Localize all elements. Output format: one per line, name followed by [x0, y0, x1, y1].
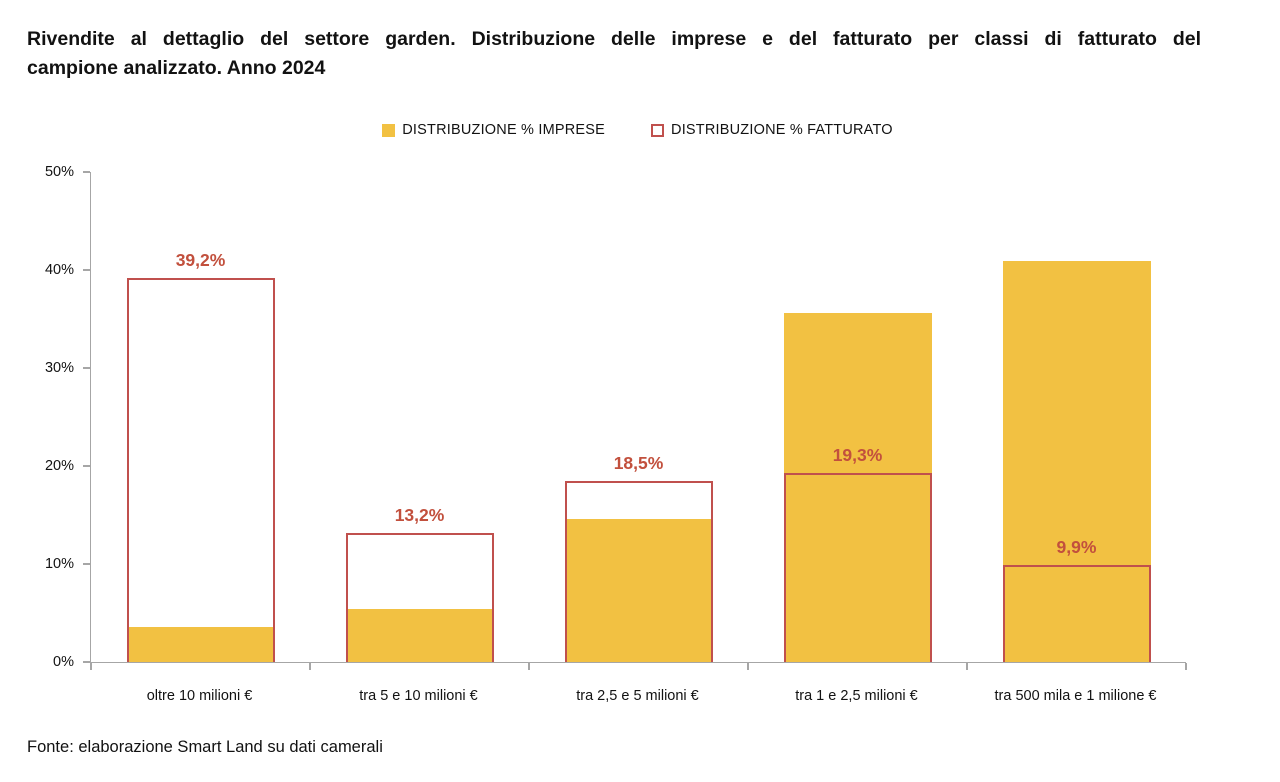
y-tick-label: 30% — [44, 360, 74, 376]
x-axis-category-labels: oltre 10 milioni € tra 5 e 10 milioni € tr… — [90, 688, 1185, 704]
y-tick-mark — [83, 367, 90, 369]
legend-item-imprese: DISTRIBUZIONE % IMPRESE — [382, 122, 605, 138]
chart-legend: DISTRIBUZIONE % IMPRESE DISTRIBUZIONE % … — [90, 122, 1185, 138]
x-category-label: tra 1 e 2,5 milioni € — [795, 688, 918, 704]
bar-value-label: 13,2% — [394, 504, 445, 525]
bar-value-label: 9,9% — [1056, 536, 1097, 557]
source-note: Fonte: elaborazione Smart Land su dati c… — [27, 738, 383, 756]
bar-value-label: 39,2% — [175, 249, 226, 270]
x-category-label: tra 5 e 10 milioni € — [359, 688, 478, 704]
bar-imprese — [345, 609, 494, 662]
plot-area: 39,2% 13,2% 18,5% 19,3% 9,9% — [90, 172, 1186, 663]
bar-fatturato — [564, 480, 713, 662]
y-tick-label: 10% — [44, 556, 74, 572]
legend-item-fatturato: DISTRIBUZIONE % FATTURATO — [651, 122, 893, 138]
bar-value-label: 18,5% — [613, 452, 664, 473]
y-tick-mark — [83, 171, 90, 173]
x-tick-mark — [309, 663, 311, 670]
x-category-label: tra 500 mila e 1 milione € — [994, 688, 1157, 704]
y-tick-label: 20% — [44, 458, 74, 474]
bar-imprese — [783, 313, 932, 662]
x-tick-mark — [1185, 663, 1187, 670]
bar-fatturato — [1002, 564, 1151, 662]
x-tick-mark — [90, 663, 92, 670]
y-tick-label: 50% — [44, 164, 74, 180]
x-category-label: oltre 10 milioni € — [146, 688, 253, 704]
y-tick-label: 40% — [44, 262, 74, 278]
x-category-label: tra 2,5 e 5 milioni € — [576, 688, 699, 704]
y-tick-mark — [83, 465, 90, 467]
bar-imprese — [564, 518, 713, 662]
bar-fatturato — [126, 277, 275, 662]
x-tick-mark — [966, 663, 968, 670]
bar-imprese — [1002, 261, 1151, 662]
bar-value-label: 19,3% — [832, 444, 883, 465]
legend-label-fatturato: DISTRIBUZIONE % FATTURATO — [671, 122, 893, 138]
y-tick-mark — [83, 269, 90, 271]
y-tick-mark — [83, 563, 90, 565]
bar-imprese — [126, 626, 275, 662]
legend-swatch-imprese-icon — [382, 123, 396, 137]
chart-title: Rivendite al dettaglio del settore garde… — [27, 25, 1201, 83]
y-tick-label: 0% — [53, 654, 74, 670]
bar-fatturato — [783, 472, 932, 662]
bar-fatturato — [345, 532, 494, 662]
y-tick-mark — [83, 661, 90, 663]
legend-swatch-fatturato-icon — [651, 123, 665, 137]
chart-title-line2: campione analizzato. Anno 2024 — [27, 57, 326, 79]
x-tick-mark — [528, 663, 530, 670]
chart-title-line1: Rivendite al dettaglio del settore garde… — [27, 28, 1201, 50]
legend-label-imprese: DISTRIBUZIONE % IMPRESE — [402, 122, 606, 138]
x-tick-mark — [747, 663, 749, 670]
